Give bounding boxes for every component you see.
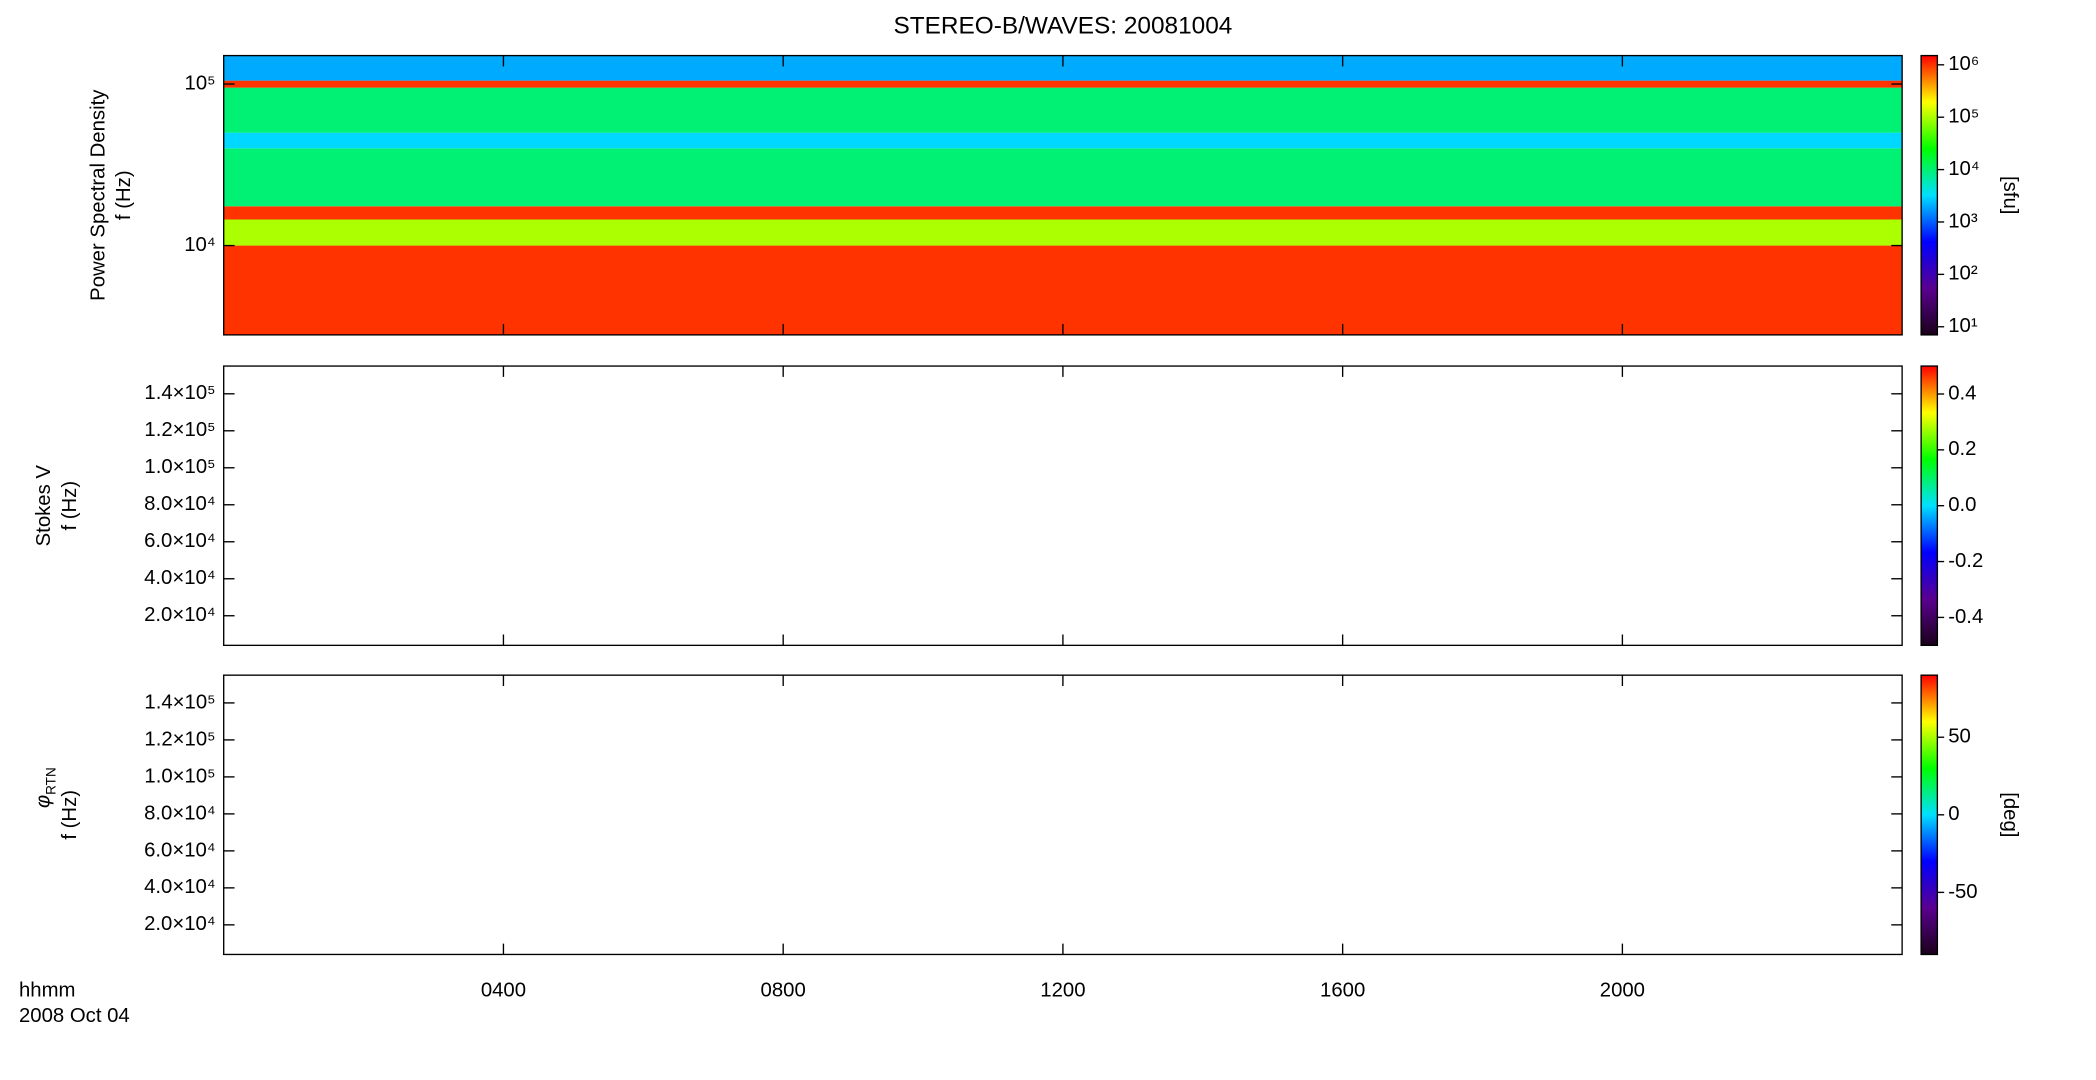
plot-frame xyxy=(223,674,1903,956)
x-tick-label: 2000 xyxy=(1600,979,1645,1001)
y-axis-title: f (Hz) xyxy=(59,790,81,840)
x-axis-title: hhmm xyxy=(19,979,75,1001)
colorbar-tick-label: 0.0 xyxy=(1948,494,1976,516)
x-tick-label: 1600 xyxy=(1320,979,1365,1001)
colorbar-tick-label: 10⁴ xyxy=(1948,158,1979,180)
colorbar-title: [deg] xyxy=(1999,792,2021,837)
y-tick-label: 6.0×10⁴ xyxy=(144,530,215,552)
y-tick-label: 1.2×10⁵ xyxy=(144,419,215,441)
y-tick-label: 2.0×10⁴ xyxy=(144,604,215,626)
y-tick-label: 1.0×10⁵ xyxy=(144,765,215,787)
y-axis-subscript: RTN xyxy=(43,767,58,795)
date-label: 2008 Oct 04 xyxy=(19,1005,130,1027)
colorbar-tick-label: 10¹ xyxy=(1948,315,1978,337)
x-tick-label: 1200 xyxy=(1040,979,1085,1001)
heatmap-band xyxy=(223,87,1903,133)
y-tick-label: 10⁵ xyxy=(185,72,216,94)
colorbar-tick-label: -50 xyxy=(1948,881,1977,903)
chart-title: STEREO-B/WAVES: 20081004 xyxy=(893,13,1232,40)
y-tick-label: 8.0×10⁴ xyxy=(144,802,215,824)
y-axis-symbol: φ xyxy=(33,795,55,808)
y-tick-label: 10⁴ xyxy=(184,234,215,256)
heatmap-band xyxy=(223,206,1903,220)
y-tick-label: 1.2×10⁵ xyxy=(144,728,215,750)
colorbar-title: [sfu] xyxy=(1999,176,2021,214)
y-tick-label: 8.0×10⁴ xyxy=(144,493,215,515)
colorbar-tick-label: 10² xyxy=(1948,263,1978,285)
y-tick-label: 6.0×10⁴ xyxy=(144,839,215,861)
heatmap-band xyxy=(223,132,1903,149)
y-tick-label: 4.0×10⁴ xyxy=(144,876,215,898)
y-axis-title: Power Spectral Density xyxy=(87,89,109,301)
colorbar-frame xyxy=(1920,54,1939,336)
y-axis-title: Stokes V xyxy=(33,465,55,547)
colorbar-tick-label: 10⁶ xyxy=(1948,53,1979,75)
colorbar xyxy=(1921,675,1938,955)
colorbar-tick-label: 0.4 xyxy=(1948,382,1976,404)
heatmap-band xyxy=(223,148,1903,207)
colorbar-tick-label: -0.2 xyxy=(1948,550,1983,572)
y-tick-label: 1.4×10⁵ xyxy=(144,382,215,404)
colorbar-tick-label: 0 xyxy=(1948,803,1959,825)
heatmap-band xyxy=(223,219,1903,246)
y-tick-label: 2.0×10⁴ xyxy=(144,913,215,935)
colorbar xyxy=(1921,55,1938,335)
x-tick-label: 0800 xyxy=(761,979,806,1001)
y-tick-label: 1.4×10⁵ xyxy=(144,691,215,713)
colorbar xyxy=(1921,366,1938,646)
y-tick-label: 1.0×10⁵ xyxy=(144,456,215,478)
colorbar-tick-label: -0.4 xyxy=(1948,606,1983,628)
colorbar-tick-label: 50 xyxy=(1948,726,1971,748)
x-tick-label: 0400 xyxy=(481,979,526,1001)
heatmap-band xyxy=(223,80,1903,88)
colorbar-tick-label: 10³ xyxy=(1948,210,1978,232)
y-tick-label: 4.0×10⁴ xyxy=(144,567,215,589)
colorbar-tick-label: 10⁵ xyxy=(1948,106,1979,128)
plot-frame xyxy=(223,365,1903,647)
colorbar-tick-label: 0.2 xyxy=(1948,438,1976,460)
y-axis-title: φRTN xyxy=(33,767,58,808)
y-axis-title: f (Hz) xyxy=(59,481,81,531)
y-axis-title: f (Hz) xyxy=(113,170,135,220)
heatmap-band xyxy=(223,245,1903,335)
